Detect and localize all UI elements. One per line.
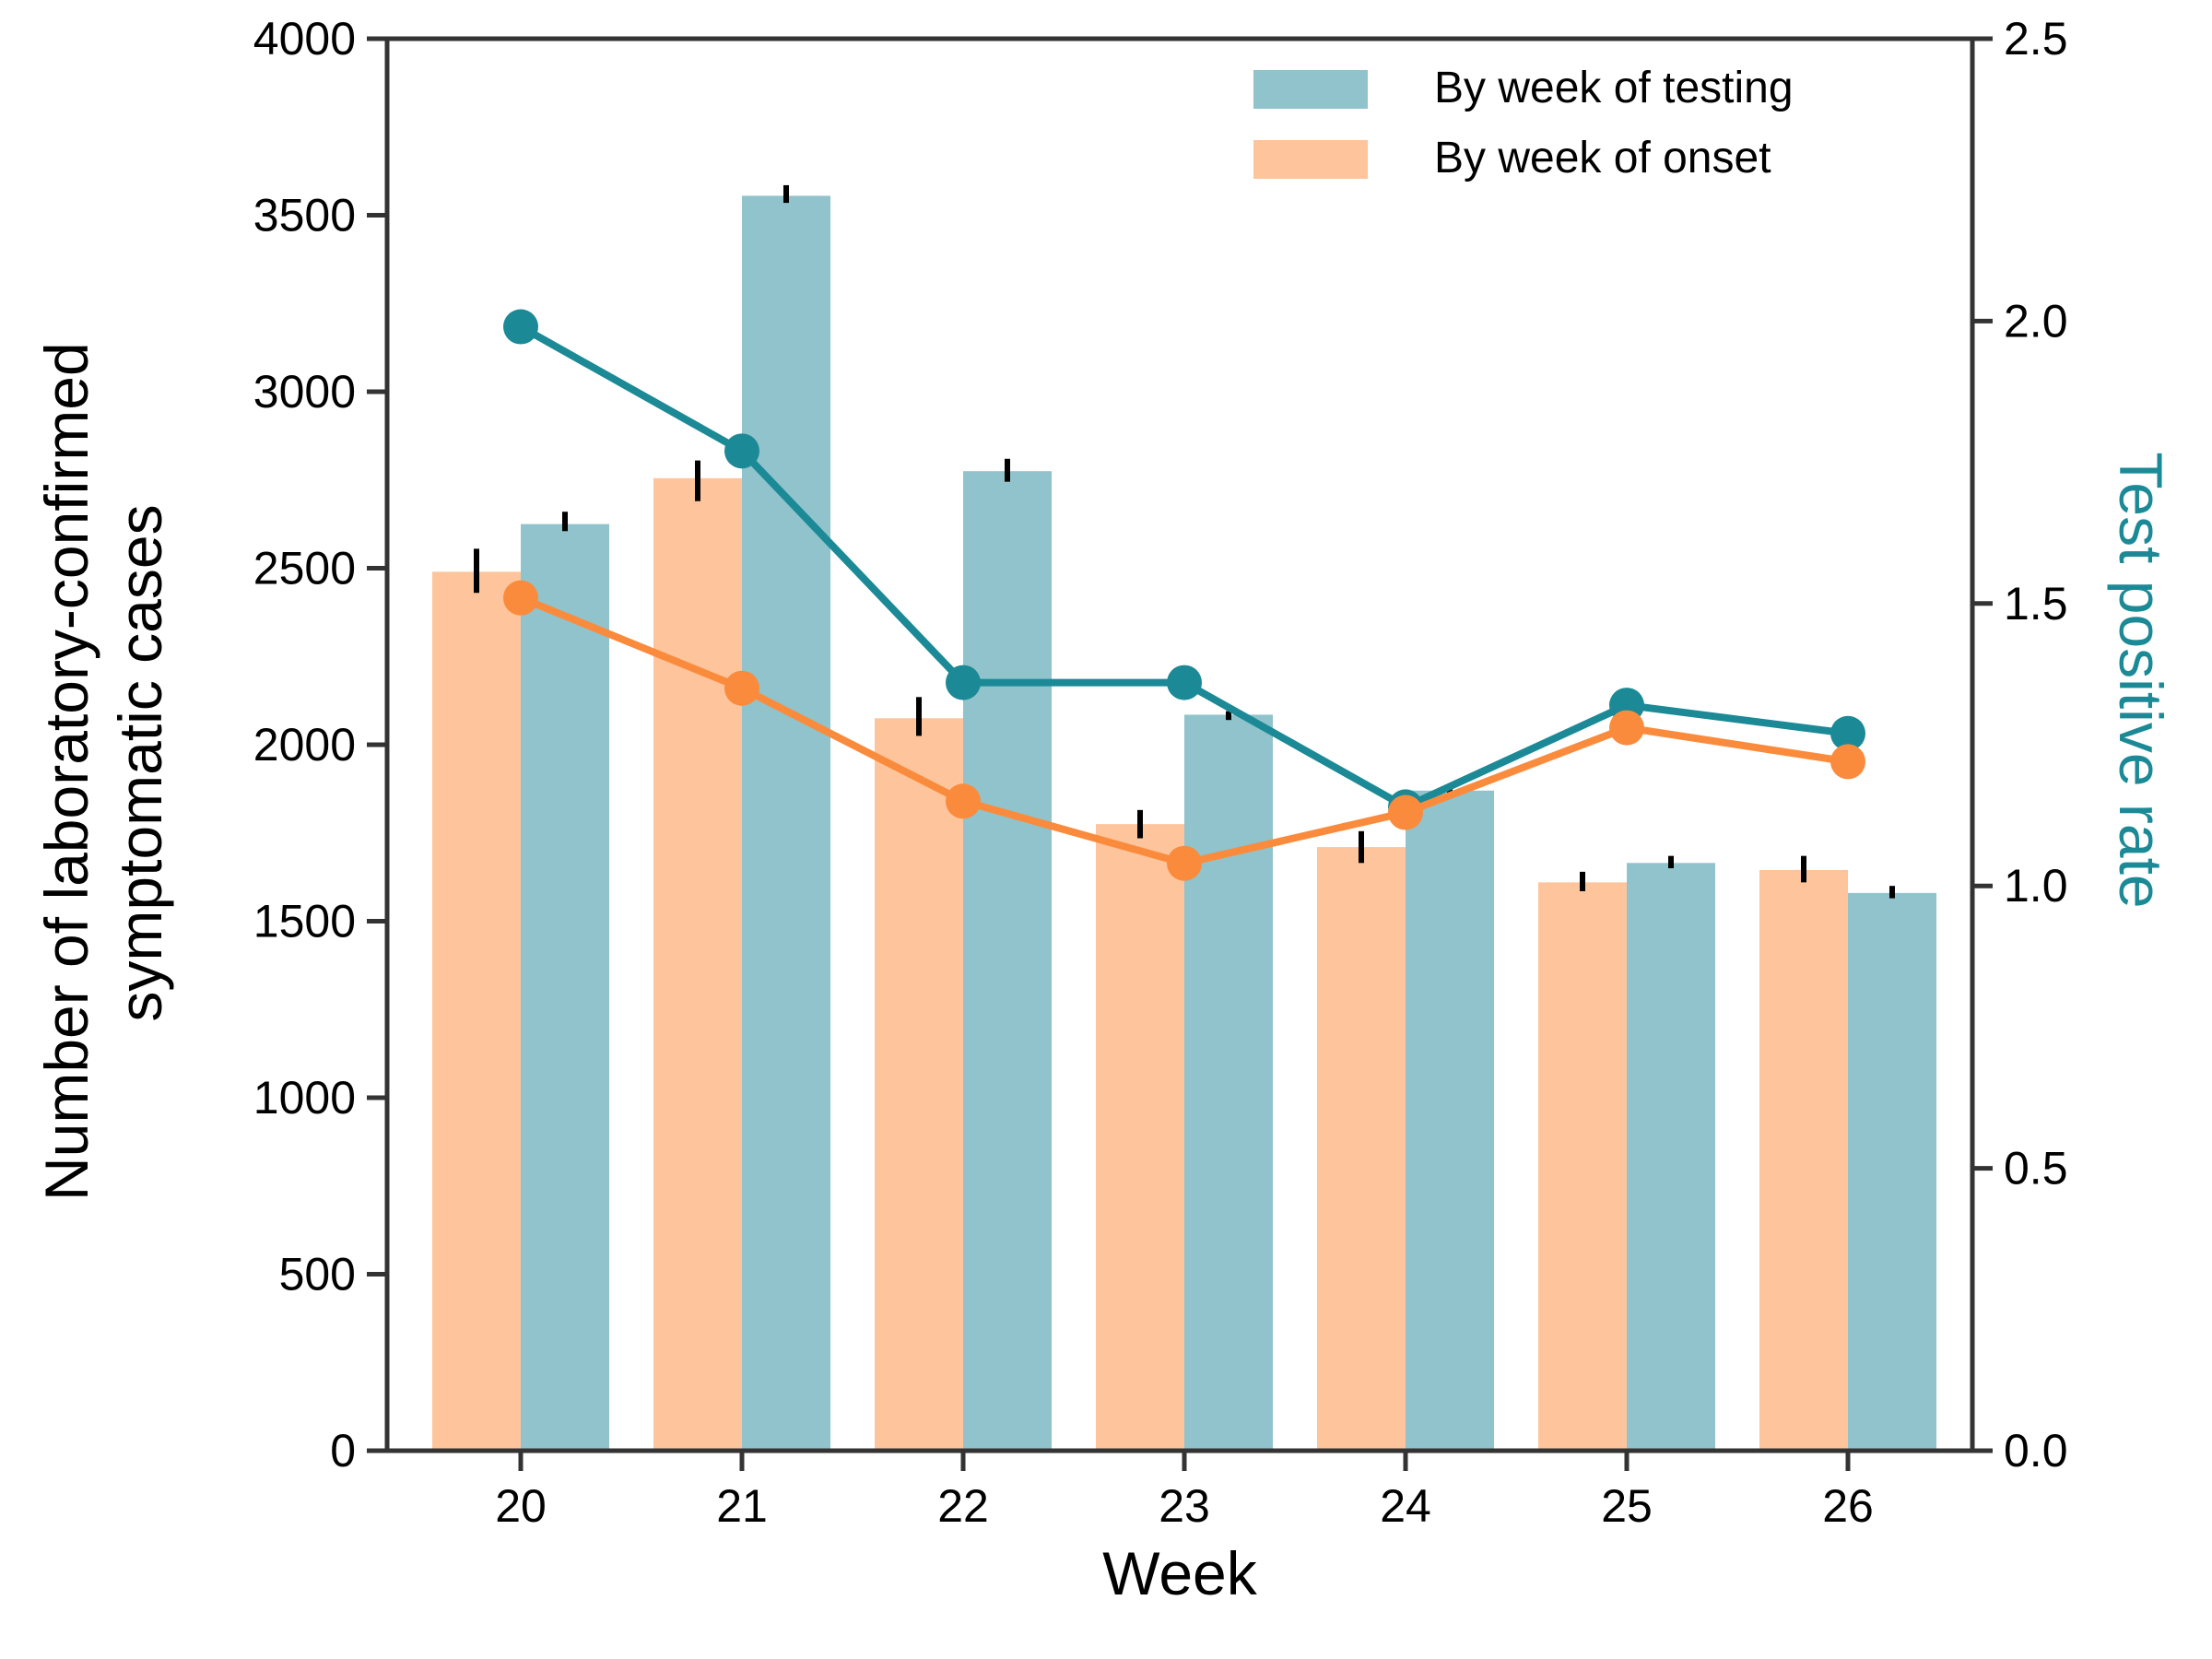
y2-tick-label: 2.0 — [2004, 295, 2068, 347]
x-tick-label: 21 — [716, 1480, 768, 1532]
point-rate-onset-week-24 — [1388, 794, 1423, 830]
point-rate-onset-week-20 — [503, 580, 538, 616]
y2-tick-label: 0.0 — [2004, 1425, 2068, 1477]
x-tick-label: 20 — [495, 1480, 547, 1532]
bar-testing-week-25 — [1627, 863, 1715, 1451]
point-rate-testing-week-26 — [1830, 715, 1865, 751]
x-tick-label: 24 — [1380, 1480, 1431, 1532]
legend-label-onset: By week of onset — [1434, 134, 1771, 182]
bars-layer — [432, 195, 1936, 1452]
y2-axis-title: Test positive rate — [2107, 452, 2175, 908]
y-tick-label: 4000 — [253, 13, 356, 65]
bar-onset-week-21 — [653, 477, 742, 1452]
y-tick-label: 2000 — [253, 719, 356, 771]
y-tick-label: 500 — [279, 1249, 356, 1300]
y-tick-label: 2500 — [253, 543, 356, 594]
point-rate-onset-week-25 — [1609, 710, 1644, 746]
bar-onset-week-22 — [875, 718, 963, 1451]
y-axis-title: Number of laboratory-confirmed symptomat… — [32, 325, 174, 1201]
errorbars-layer — [474, 184, 1895, 899]
point-rate-testing-week-20 — [503, 309, 538, 345]
bar-testing-week-23 — [1184, 714, 1273, 1451]
bar-onset-week-26 — [1759, 869, 1848, 1451]
y-tick-label: 3500 — [253, 190, 356, 241]
legend: By week of testing By week of onset — [1253, 64, 1794, 182]
y2-tick-label: 2.5 — [2004, 13, 2068, 65]
ticks-layer: 0 500 1000 1500 2000 2500 3000 3500 4000 0.0 0.5 1.… — [253, 13, 2068, 1532]
bar-testing-week-20 — [521, 524, 609, 1451]
legend-swatch-onset — [1253, 140, 1368, 179]
bar-onset-week-23 — [1096, 824, 1184, 1451]
bar-testing-week-26 — [1848, 892, 1936, 1451]
x-tick-label: 22 — [937, 1480, 989, 1532]
x-tick-label: 26 — [1822, 1480, 1874, 1532]
bar-onset-week-25 — [1538, 882, 1627, 1451]
bar-testing-week-22 — [963, 471, 1052, 1451]
bar-testing-week-24 — [1406, 790, 1494, 1451]
point-rate-testing-week-23 — [1167, 665, 1202, 700]
point-rate-onset-week-22 — [946, 783, 981, 819]
point-rate-testing-week-21 — [724, 433, 759, 469]
y-axis-title-line-2: symptomatic cases — [106, 504, 174, 1021]
legend-label-testing: By week of testing — [1434, 64, 1794, 112]
point-rate-onset-week-26 — [1830, 744, 1865, 780]
x-tick-label: 25 — [1601, 1480, 1653, 1532]
x-axis-title: Week — [1102, 1539, 1258, 1607]
legend-swatch-testing — [1253, 70, 1368, 109]
y-tick-label: 1500 — [253, 896, 356, 947]
y2-tick-label: 0.5 — [2004, 1143, 2068, 1194]
bar-testing-week-21 — [742, 195, 830, 1451]
lines-layer — [503, 309, 1865, 881]
y-tick-label: 3000 — [253, 366, 356, 418]
y2-tick-label: 1.5 — [2004, 578, 2068, 629]
y2-tick-label: 1.0 — [2004, 860, 2068, 912]
y-tick-label: 1000 — [253, 1072, 356, 1124]
bar-onset-week-24 — [1317, 847, 1406, 1451]
point-rate-testing-week-22 — [946, 665, 981, 700]
point-rate-onset-week-23 — [1167, 845, 1202, 881]
point-rate-onset-week-21 — [724, 670, 759, 706]
y-tick-label: 0 — [330, 1425, 356, 1477]
x-tick-label: 23 — [1159, 1480, 1210, 1532]
bar-onset-week-20 — [432, 571, 521, 1451]
y-axis-title-line-1: Number of laboratory-confirmed — [32, 342, 100, 1201]
